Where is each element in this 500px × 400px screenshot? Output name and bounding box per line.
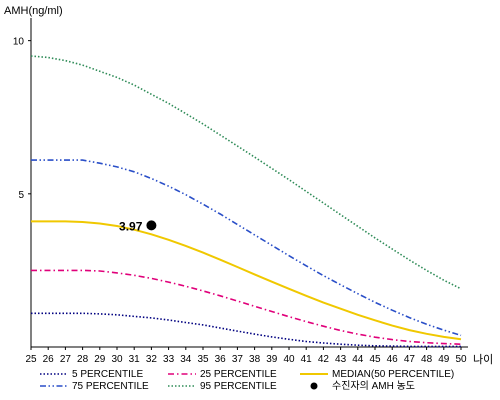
x-tick-label: 30 xyxy=(111,354,123,365)
x-tick-label: 45 xyxy=(369,354,381,365)
patient-point xyxy=(146,220,157,231)
x-tick-label: 36 xyxy=(215,354,227,365)
x-axis-title: 나이 xyxy=(473,353,493,366)
x-tick-label: 50 xyxy=(455,354,467,365)
y-axis-title: AMH(ng/ml) xyxy=(4,5,63,17)
series-lines xyxy=(30,55,462,348)
series-line xyxy=(31,220,462,341)
ticks: 25 26 27 28 29 30 31 32 33 34 35 36 37 38 39 40 41 42 43 44… xyxy=(13,37,467,365)
legend-label: 5 PERCENTILE xyxy=(72,369,143,380)
series-line xyxy=(31,269,462,345)
series-line xyxy=(30,55,462,290)
x-tick-label: 32 xyxy=(146,354,158,365)
x-tick-label: 49 xyxy=(438,354,450,365)
patient-value-label: 3.97 xyxy=(119,219,143,233)
legend-label: 95 PERCENTILE xyxy=(200,381,277,392)
axes xyxy=(30,18,468,348)
x-tick-label: 27 xyxy=(60,354,72,365)
x-tick-label: 42 xyxy=(318,354,330,365)
x-tick-label: 26 xyxy=(43,354,55,365)
x-tick-label: 43 xyxy=(335,354,347,365)
x-tick-label: 38 xyxy=(249,354,261,365)
legend-label: 75 PERCENTILE xyxy=(72,381,149,392)
legend-label: 25 PERCENTILE xyxy=(200,369,277,380)
y-tick-label: 10 xyxy=(13,37,25,48)
patient-marker: 3.97 xyxy=(119,219,157,233)
series-line xyxy=(31,312,461,348)
legend: 5 PERCENTILE 25 PERCENTILE MEDIAN(50 PERCE… xyxy=(40,369,454,392)
x-tick-label: 46 xyxy=(387,354,399,365)
x-tick-label: 33 xyxy=(163,354,175,365)
x-tick-label: 31 xyxy=(129,354,141,365)
legend-label: MEDIAN(50 PERCENTILE) xyxy=(332,369,454,380)
x-tick-label: 39 xyxy=(266,354,278,365)
x-tick-label: 44 xyxy=(352,354,364,365)
x-tick-label: 47 xyxy=(404,354,416,365)
x-tick-label: 35 xyxy=(197,354,209,365)
x-tick-label: 28 xyxy=(77,354,89,365)
x-tick-label: 29 xyxy=(94,354,106,365)
x-tick-label: 40 xyxy=(283,354,295,365)
series-line xyxy=(31,159,462,337)
legend-label: 수진자의 AMH 농도 xyxy=(332,380,415,392)
legend-patient-dot xyxy=(310,382,318,390)
y-tick-label: 5 xyxy=(18,190,24,201)
x-tick-label: 25 xyxy=(25,354,37,365)
x-tick-label: 37 xyxy=(232,354,244,365)
x-tick-label: 34 xyxy=(180,354,192,365)
x-tick-label: 48 xyxy=(421,354,433,365)
x-tick-label: 41 xyxy=(301,354,313,365)
